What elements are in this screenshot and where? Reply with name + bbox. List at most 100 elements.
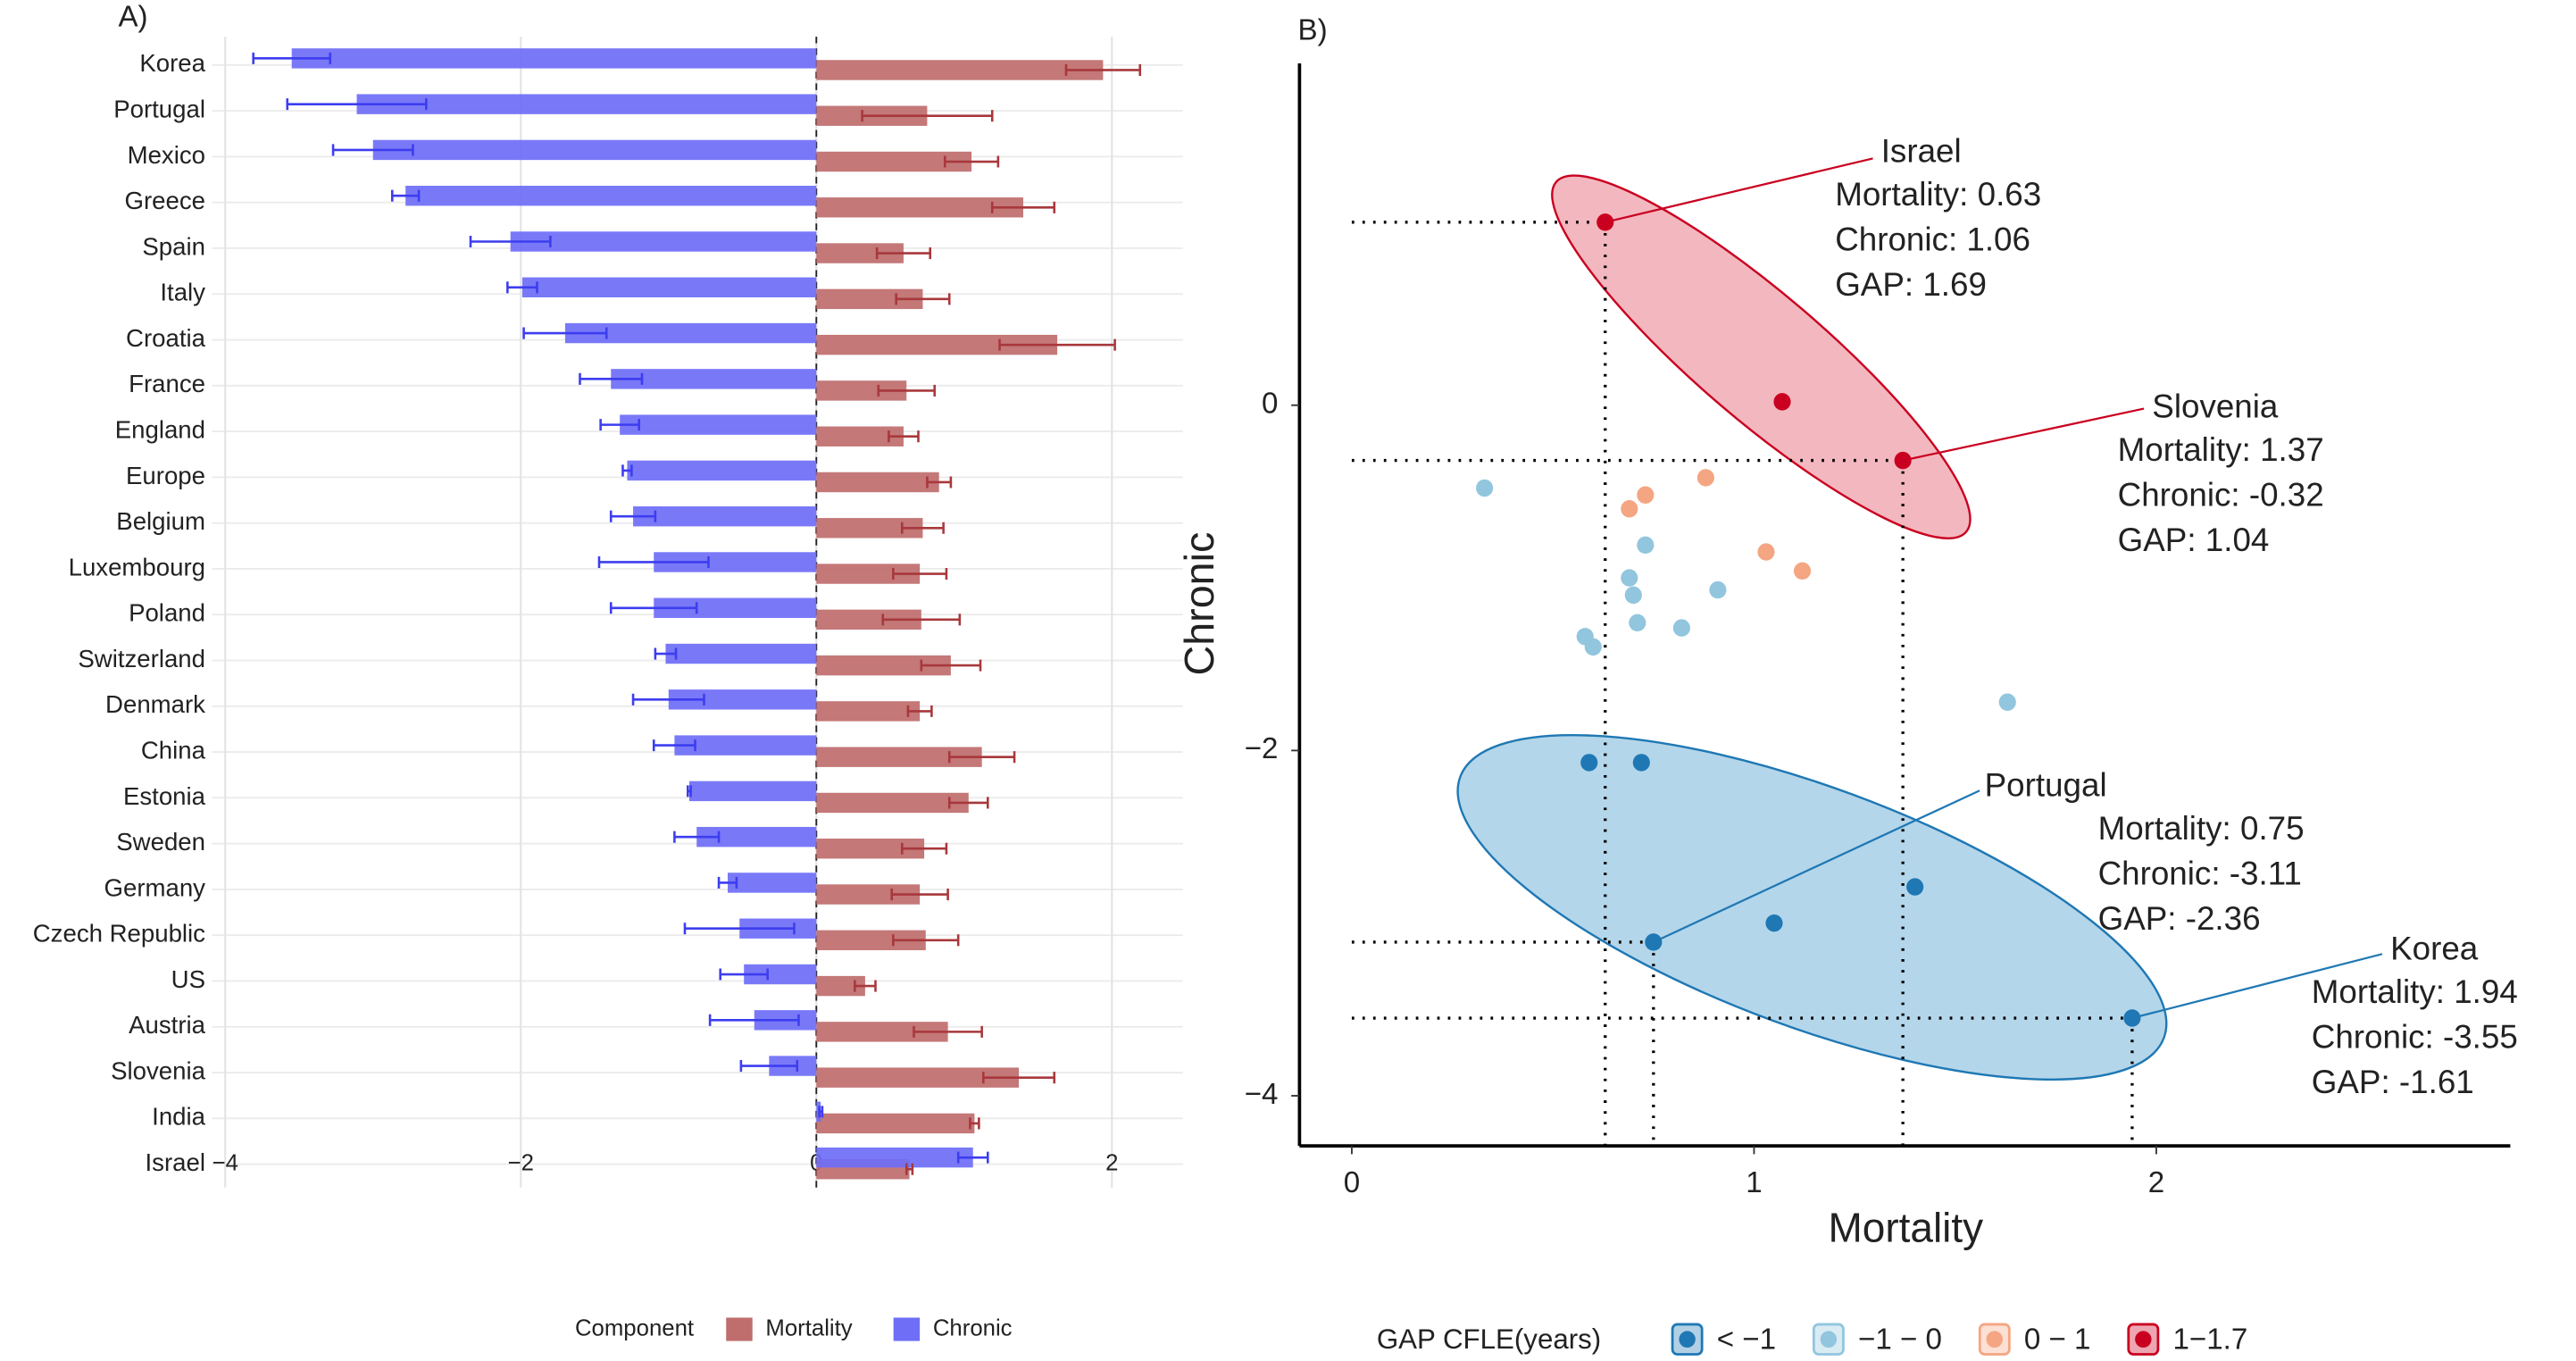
- bar: [744, 964, 817, 985]
- bar: [816, 1067, 1020, 1088]
- error-bar: [1064, 63, 1142, 76]
- point: [1476, 479, 1494, 497]
- error-bar: [926, 476, 953, 488]
- error-bar: [881, 614, 962, 626]
- legend-label: −1 − 0: [1858, 1323, 1942, 1356]
- point: [1793, 562, 1812, 580]
- x-tick-label: −2: [508, 1150, 534, 1175]
- error-bar: [469, 235, 552, 248]
- category-label: Israel: [146, 1148, 205, 1176]
- bar: [816, 839, 925, 859]
- category-label: Switzerland: [78, 645, 205, 672]
- category-label: Mexico: [128, 141, 205, 169]
- point: [1894, 451, 1912, 470]
- point: [1596, 213, 1614, 231]
- point: [1621, 500, 1638, 518]
- error-bar: [982, 1072, 1056, 1084]
- error-bar: [943, 155, 1000, 168]
- annotation-name: Korea: [2390, 929, 2479, 966]
- bar: [816, 1113, 975, 1134]
- annotation-text: Mortality: 1.94: [2312, 973, 2518, 1010]
- bar: [688, 781, 817, 802]
- category-label: England: [115, 415, 205, 443]
- bar: [372, 139, 817, 161]
- category-label: Luxembourg: [69, 553, 205, 580]
- bar: [727, 873, 817, 893]
- error-bar: [900, 522, 945, 534]
- annotation-text: Mortality: 0.75: [2098, 809, 2305, 847]
- error-bar: [990, 201, 1056, 213]
- error-bar: [920, 659, 982, 672]
- annotation-text: GAP: -1.61: [2312, 1063, 2474, 1100]
- y-axis-title: Chronic: [1176, 532, 1222, 676]
- bar: [816, 380, 907, 401]
- annotation-text: GAP: 1.04: [2118, 521, 2270, 558]
- bar: [816, 60, 1104, 80]
- category-label: Italy: [160, 278, 205, 305]
- bar: [816, 243, 904, 263]
- category-label: Czech Republic: [33, 919, 205, 947]
- error-bar: [719, 968, 769, 981]
- bar: [668, 689, 817, 710]
- point: [1580, 754, 1598, 772]
- error-bar: [597, 555, 710, 569]
- panel-label: B): [1298, 13, 1328, 46]
- error-bar: [673, 831, 721, 843]
- point: [1645, 933, 1663, 951]
- bar: [611, 369, 817, 389]
- error-bar: [631, 693, 705, 706]
- bar: [627, 460, 817, 481]
- point: [1696, 469, 1714, 487]
- bar: [654, 552, 817, 572]
- bar: [356, 94, 817, 114]
- bar: [816, 701, 921, 722]
- annotation-text: Mortality: 0.63: [1835, 175, 2041, 213]
- error-bar: [861, 110, 994, 122]
- category-label: US: [171, 965, 205, 993]
- bar: [620, 414, 817, 435]
- error-bar: [286, 98, 428, 111]
- error-bar: [609, 510, 657, 522]
- point: [2123, 1009, 2141, 1027]
- bar: [816, 197, 1023, 218]
- leader-line: [2131, 953, 2383, 1020]
- category-label: Croatia: [126, 324, 205, 352]
- annotation-name: Slovenia: [2152, 387, 2278, 424]
- bar: [665, 643, 817, 664]
- x-tick-label: 2: [1105, 1150, 1118, 1175]
- error-bar: [652, 739, 696, 752]
- bar: [816, 792, 969, 814]
- category-label: Germany: [104, 873, 206, 901]
- bar: [816, 655, 951, 676]
- annotation-text: Chronic: 1.06: [1835, 220, 2030, 257]
- error-bar: [331, 144, 414, 156]
- annotation-text: Mortality: 1.37: [2118, 430, 2324, 468]
- annotation-text: Chronic: -3.55: [2312, 1017, 2518, 1055]
- bar: [291, 48, 817, 69]
- error-bar: [687, 785, 692, 797]
- annotation-text: GAP: -2.36: [2098, 899, 2261, 937]
- error-bar: [739, 1060, 799, 1073]
- error-bar: [708, 1014, 800, 1026]
- error-bar: [875, 247, 932, 260]
- point: [1709, 580, 1727, 599]
- x-tick-label: 0: [1344, 1166, 1360, 1199]
- bar: [510, 231, 817, 252]
- bar: [816, 334, 1058, 355]
- category-label: Poland: [129, 598, 205, 626]
- error-bar: [906, 705, 933, 717]
- annotation-text: GAP: 1.69: [1835, 265, 1987, 303]
- error-bar: [947, 797, 989, 809]
- bar: [674, 735, 817, 756]
- point: [1621, 569, 1638, 587]
- error-bar: [900, 842, 948, 855]
- leader-line: [1653, 789, 1980, 943]
- legend-point: [1820, 1331, 1838, 1348]
- annotation-text: Chronic: -0.32: [2118, 475, 2324, 513]
- category-label: Portugal: [113, 95, 205, 122]
- bar: [816, 472, 939, 493]
- category-label: Denmark: [105, 690, 205, 718]
- error-bar: [895, 293, 951, 305]
- category-label: Europe: [126, 462, 205, 489]
